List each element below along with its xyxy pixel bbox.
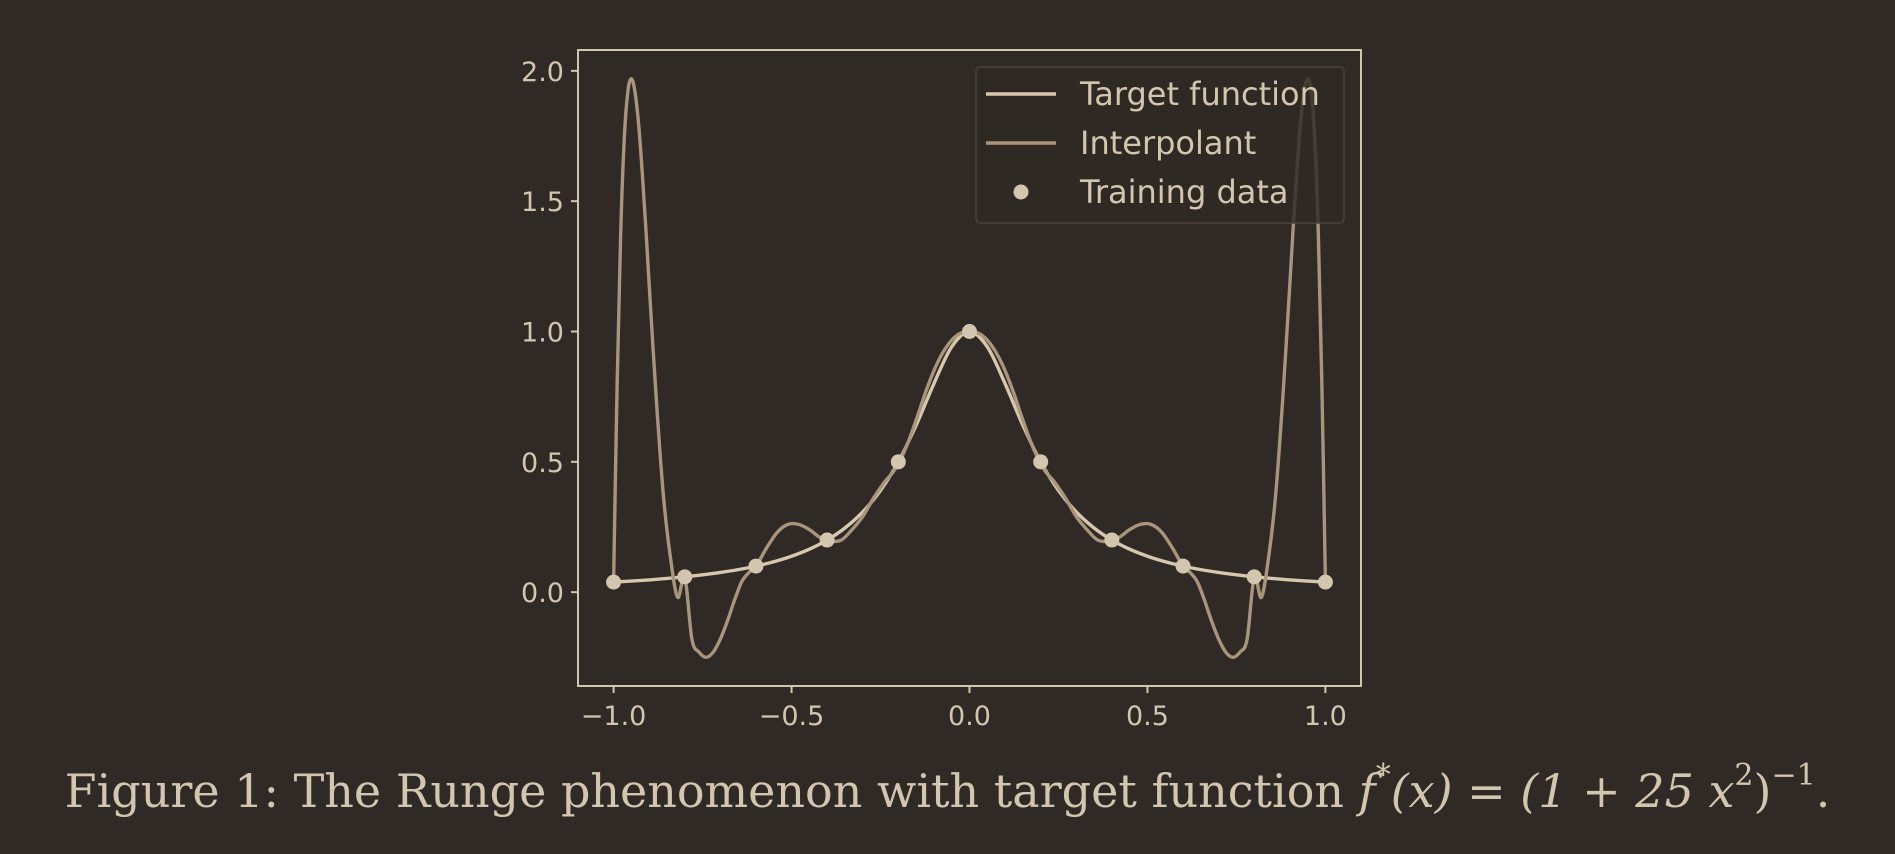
target-function-line (611, 329, 1328, 584)
x-tick-label: −1.0 (581, 701, 647, 732)
legend: Target function Interpolant Training data (975, 66, 1345, 224)
caption-math-arg: (x) = (1 + 25 x (1390, 764, 1735, 818)
y-tick-label: 1.5 (521, 187, 564, 218)
x-tick-label: 0.0 (948, 701, 991, 732)
legend-swatch-training-data (1013, 184, 1029, 200)
y-tick-label: 0.5 (521, 448, 564, 479)
training-data-point (606, 574, 622, 590)
points-layer (606, 324, 1333, 590)
training-data-point (1317, 574, 1333, 590)
training-data-point (962, 324, 977, 340)
training-data-point (1246, 569, 1262, 585)
figure-caption: Figure 1: The Runge phenomenon with targ… (0, 761, 1895, 819)
x-tick-label: 1.0 (1304, 701, 1347, 732)
runge-chart: −1.0 −0.5 0.0 0.5 1.0 0.0 0.5 1.0 1.5 2.0 Target… (521, 49, 1362, 732)
legend-label-training-data: Training data (1079, 173, 1289, 211)
caption-text: The Runge phenomenon with target functio… (293, 764, 1345, 818)
x-axis: −1.0 −0.5 0.0 0.5 1.0 (581, 686, 1347, 732)
caption-math-square: 2 (1734, 758, 1754, 793)
training-data-point (748, 558, 764, 574)
y-tick-label: 0.0 (521, 578, 564, 609)
caption-period: . (1815, 764, 1831, 818)
legend-label-target-function: Target function (1079, 75, 1320, 113)
caption-math-star: * (1375, 758, 1391, 793)
legend-label-interpolant: Interpolant (1080, 124, 1256, 162)
caption-label: Figure 1: (64, 764, 279, 818)
training-data-point (1175, 558, 1191, 574)
training-data-point (890, 454, 906, 470)
y-tick-label: 1.0 (521, 318, 564, 349)
caption-math-lhs: f (1358, 764, 1376, 818)
x-tick-label: 0.5 (1126, 701, 1169, 732)
y-axis: 0.0 0.5 1.0 1.5 2.0 (521, 57, 578, 609)
legend-box (975, 66, 1345, 224)
y-tick-label: 2.0 (521, 57, 564, 88)
training-data-point (819, 532, 835, 548)
training-data-point (1104, 532, 1120, 548)
caption-math-close: ) (1753, 764, 1772, 818)
caption-math-exponent: −1 (1771, 758, 1816, 793)
training-data-point (1033, 454, 1049, 470)
x-tick-label: −0.5 (759, 701, 825, 732)
training-data-point (677, 569, 693, 585)
